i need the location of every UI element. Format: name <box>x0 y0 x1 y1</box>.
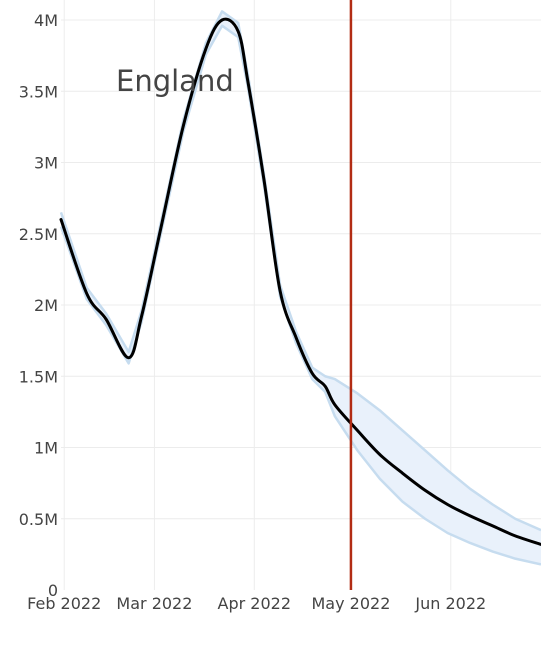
x-axis-ticks: Feb 2022 Mar 2022 Apr 2022 May 2022 Jun 2022 <box>27 594 486 613</box>
y-tick-label: 0 <box>48 581 58 600</box>
x-tick-label: Apr 2022 <box>218 594 291 613</box>
x-tick-label: Jun 2022 <box>414 594 486 613</box>
y-tick-label: 1.5M <box>19 367 58 386</box>
x-tick-label: May 2022 <box>311 594 390 613</box>
y-axis-ticks: 0 0.5M 1M 1.5M 2M 2.5M 3M 3.5M 4M <box>19 11 58 600</box>
y-tick-label: 2M <box>34 296 58 315</box>
x-tick-label: Mar 2022 <box>116 594 192 613</box>
y-tick-label: 4M <box>34 11 58 30</box>
chart-title: England <box>116 64 234 98</box>
y-tick-label: 3M <box>34 154 58 173</box>
confidence-band-lower <box>59 24 541 566</box>
y-tick-label: 2.5M <box>19 225 58 244</box>
y-tick-label: 0.5M <box>19 510 58 529</box>
x-tick-label: Feb 2022 <box>27 594 101 613</box>
series-lines <box>59 17 541 546</box>
y-tick-label: 3.5M <box>19 82 58 101</box>
series-line <box>59 17 541 546</box>
y-tick-label: 1M <box>34 439 58 458</box>
confidence-band-area <box>61 11 541 565</box>
